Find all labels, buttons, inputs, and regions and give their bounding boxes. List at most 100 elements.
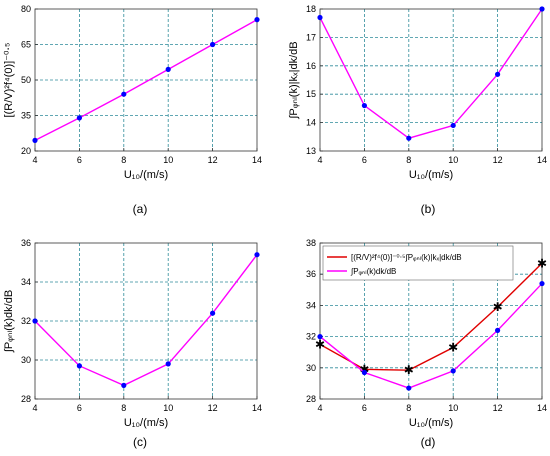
chart-panel-2: 4 6 8 10 12 14 13 14 15 16 17 18 U₁₀/(m/s) ∫Pᵩₙₗ(k)|k… bbox=[288, 4, 547, 216]
data-point: ✱ bbox=[404, 363, 414, 377]
data-point bbox=[76, 115, 82, 121]
data-point bbox=[76, 363, 82, 369]
legend-entry: ∫Pᵩₙₗ(k)dk/dB bbox=[350, 267, 396, 276]
y-tick-label: 16 bbox=[306, 61, 316, 71]
data-point bbox=[32, 137, 38, 143]
series-line-1 bbox=[319, 262, 543, 371]
y-tick-label: 14 bbox=[306, 118, 316, 128]
data-point bbox=[210, 310, 216, 316]
x-axis-label: U₁₀/(m/s) bbox=[409, 417, 453, 429]
x-tick-label: 14 bbox=[537, 403, 547, 413]
y-tick-label: 34 bbox=[21, 277, 31, 287]
data-point bbox=[450, 122, 456, 129]
y-axis-label: [(R/V)²f⁴(0)]⁻⁰⋅⁵ bbox=[3, 43, 15, 118]
y-tick-label: 20 bbox=[21, 146, 31, 156]
data-point bbox=[254, 252, 260, 258]
x-tick-label: 6 bbox=[77, 403, 82, 413]
data-point bbox=[121, 91, 127, 97]
chart-panel-4: 4 6 8 10 12 14 28 30 32 34 36 38 U₁₀/(m/s) ✱ ✱ ✱ ✱ ✱ ✱ [(R/… bbox=[306, 238, 547, 449]
data-point bbox=[210, 41, 216, 48]
data-point bbox=[165, 361, 171, 367]
x-tick-label: 12 bbox=[208, 403, 218, 413]
x-tick-label: 4 bbox=[32, 403, 37, 413]
data-point bbox=[317, 14, 323, 21]
x-tick-label: 8 bbox=[121, 403, 126, 413]
data-point bbox=[361, 369, 367, 376]
x-tick-label: 14 bbox=[252, 403, 262, 413]
panel-label: (b) bbox=[421, 202, 436, 216]
y-tick-label: 50 bbox=[21, 75, 31, 85]
data-point bbox=[495, 71, 501, 77]
y-tick-label: 35 bbox=[21, 111, 31, 121]
y-tick-label: 13 bbox=[306, 146, 316, 156]
data-point: ✱ bbox=[493, 300, 503, 314]
x-tick-label: 14 bbox=[252, 155, 262, 165]
data-point bbox=[539, 6, 545, 12]
data-point: ✱ bbox=[315, 337, 325, 351]
y-tick-label: 65 bbox=[21, 40, 31, 50]
legend-entry: [(R/V)²f⁴(0)]⁻⁰⋅⁵∫Pᵩₙₗ(k)|kₓ|dk/dB bbox=[351, 253, 462, 262]
x-tick-label: 14 bbox=[537, 155, 547, 165]
y-tick-label: 32 bbox=[21, 316, 31, 326]
x-tick-label: 8 bbox=[406, 403, 411, 413]
x-tick-label: 4 bbox=[317, 403, 322, 413]
y-tick-label: 32 bbox=[306, 332, 316, 342]
data-point: ✱ bbox=[359, 362, 369, 376]
data-point bbox=[165, 66, 171, 72]
data-point bbox=[495, 327, 501, 333]
x-tick-label: 6 bbox=[362, 403, 367, 413]
y-tick-label: 17 bbox=[306, 32, 316, 42]
data-point bbox=[539, 280, 545, 287]
x-tick-label: 10 bbox=[163, 155, 173, 165]
x-tick-label: 4 bbox=[317, 155, 322, 165]
y-axis-label: ∫Pᵩₙₗ(k)dk/dB bbox=[3, 290, 15, 353]
data-point: ✱ bbox=[537, 256, 547, 270]
y-tick-label: 38 bbox=[306, 238, 316, 248]
x-tick-label: 10 bbox=[163, 403, 173, 413]
y-tick-label: 30 bbox=[306, 363, 316, 373]
data-point bbox=[32, 318, 38, 324]
data-point bbox=[254, 17, 260, 23]
panel-label: (d) bbox=[421, 435, 436, 449]
plot-frame bbox=[319, 8, 543, 152]
y-tick-label: 36 bbox=[21, 238, 31, 248]
x-tick-label: 10 bbox=[448, 403, 458, 413]
data-point bbox=[406, 135, 412, 141]
x-tick-label: 10 bbox=[448, 155, 458, 165]
panel-label: (c) bbox=[133, 435, 147, 449]
y-axis-label: ∫Pᵩₙₗ(k)|kₓ|dk/dB bbox=[288, 41, 300, 119]
x-axis-label: U₁₀/(m/s) bbox=[124, 417, 168, 429]
legend: [(R/V)²f⁴(0)]⁻⁰⋅⁵∫Pᵩₙₗ(k)|kₓ|dk/dB ∫Pᵩₙₗ(… bbox=[322, 245, 514, 281]
y-tick-label: 80 bbox=[21, 4, 31, 14]
x-tick-label: 12 bbox=[493, 155, 503, 165]
chart-panel-1: 4 6 8 10 12 14 20 35 50 65 80 U₁₀/(m/s) [(R/V)²f⁴(0)… bbox=[3, 4, 262, 216]
x-tick-label: 4 bbox=[32, 155, 37, 165]
y-tick-label: 15 bbox=[306, 89, 316, 99]
y-tick-label: 36 bbox=[306, 269, 316, 279]
x-tick-label: 8 bbox=[121, 155, 126, 165]
y-tick-label: 28 bbox=[21, 394, 31, 404]
data-point bbox=[361, 102, 367, 109]
y-tick-label: 30 bbox=[21, 355, 31, 365]
series-line-1 bbox=[319, 8, 543, 139]
x-tick-label: 8 bbox=[406, 155, 411, 165]
chart-panel-3: 4 6 8 10 12 14 28 30 32 34 36 U₁₀/(m/s) ∫Pᵩₙₗ(k)dk/d… bbox=[3, 238, 262, 449]
data-point bbox=[406, 385, 412, 391]
plot-frame bbox=[319, 242, 543, 400]
x-axis-label: U₁₀/(m/s) bbox=[409, 169, 453, 181]
y-tick-label: 28 bbox=[306, 394, 316, 404]
legend-box bbox=[322, 245, 514, 281]
x-tick-label: 12 bbox=[493, 403, 503, 413]
x-tick-label: 6 bbox=[77, 155, 82, 165]
data-point bbox=[450, 368, 456, 374]
panel-label: (a) bbox=[133, 202, 148, 216]
x-tick-label: 12 bbox=[208, 155, 218, 165]
series-line-1 bbox=[34, 19, 258, 141]
y-tick-label: 34 bbox=[306, 300, 316, 310]
x-tick-label: 6 bbox=[362, 155, 367, 165]
series-line-1 bbox=[34, 254, 258, 387]
y-tick-label: 18 bbox=[306, 4, 316, 14]
data-point bbox=[317, 334, 323, 340]
data-point: ✱ bbox=[448, 341, 458, 355]
